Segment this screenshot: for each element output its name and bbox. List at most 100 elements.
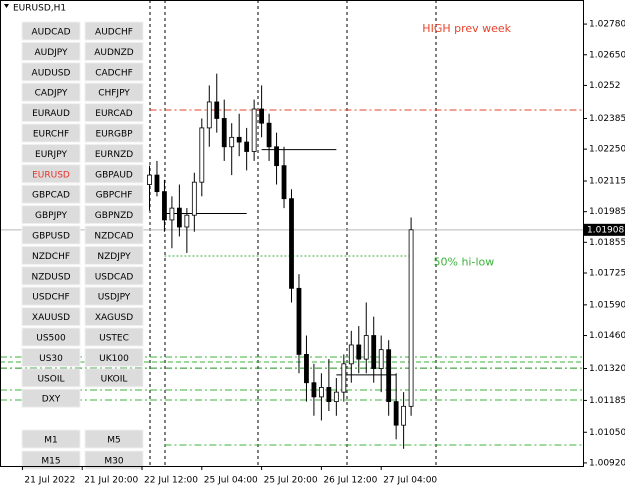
symbol-button[interactable]: GBPJPY: [21, 205, 81, 225]
button-label[interactable]: USDJPY: [98, 293, 131, 303]
symbol-button[interactable]: EURJPY: [21, 143, 81, 163]
button-label[interactable]: EURCAD: [95, 109, 133, 119]
symbol-button[interactable]: XAUUSD: [21, 307, 81, 327]
button-label[interactable]: XAUUSD: [32, 313, 70, 323]
symbol-button[interactable]: USDJPY: [84, 286, 144, 306]
button-label[interactable]: EURGBP: [95, 130, 133, 140]
button-label[interactable]: NZDUSD: [31, 272, 70, 282]
button-label[interactable]: EURNZD: [95, 150, 133, 160]
button-label[interactable]: AUDCHF: [95, 28, 133, 38]
button-face[interactable]: [84, 184, 144, 204]
symbol-button[interactable]: GBPAUD: [84, 164, 144, 184]
symbol-button[interactable]: NZDJPY: [84, 245, 144, 265]
button-face[interactable]: [21, 266, 81, 286]
symbol-button[interactable]: US30: [21, 347, 81, 367]
button-label[interactable]: EURAUD: [32, 109, 70, 119]
button-label[interactable]: CADJPY: [35, 89, 68, 99]
button-face[interactable]: [21, 347, 81, 367]
button-label[interactable]: CADCHF: [95, 68, 133, 78]
button-label[interactable]: GBPCAD: [32, 191, 70, 201]
button-label[interactable]: US30: [39, 354, 63, 364]
symbol-button[interactable]: M1: [21, 429, 81, 449]
symbol-button[interactable]: NZDUSD: [21, 266, 81, 286]
symbol-button[interactable]: CADJPY: [21, 82, 81, 102]
button-label[interactable]: AUDNZD: [94, 48, 134, 58]
button-label[interactable]: AUDUSD: [32, 68, 71, 78]
button-face[interactable]: [84, 123, 144, 143]
button-face[interactable]: [21, 327, 81, 347]
button-label[interactable]: DXY: [42, 395, 61, 405]
button-label[interactable]: EURJPY: [35, 150, 67, 160]
button-face[interactable]: [84, 450, 144, 470]
button-label[interactable]: US500: [36, 334, 66, 344]
button-label[interactable]: NZDJPY: [97, 252, 131, 262]
symbol-button[interactable]: AUDCHF: [84, 21, 144, 41]
button-label[interactable]: EURCHF: [33, 130, 69, 140]
button-label[interactable]: AUDCAD: [31, 28, 70, 38]
button-label[interactable]: USTEC: [99, 334, 129, 344]
button-label[interactable]: GBPUSD: [32, 232, 70, 242]
button-label[interactable]: USDCHF: [32, 293, 69, 303]
symbol-button[interactable]: M30: [84, 450, 144, 470]
button-face[interactable]: [84, 82, 144, 102]
button-face[interactable]: [21, 82, 81, 102]
button-face[interactable]: [21, 245, 81, 265]
button-face[interactable]: [21, 368, 81, 388]
button-label[interactable]: NZDCHF: [32, 252, 70, 262]
button-label[interactable]: GBPJPY: [35, 211, 67, 221]
button-face[interactable]: [84, 347, 144, 367]
symbol-button[interactable]: GBPCHF: [84, 184, 144, 204]
symbol-button[interactable]: AUDCAD: [21, 21, 81, 41]
button-face[interactable]: [21, 103, 81, 123]
button-face[interactable]: [84, 164, 144, 184]
button-face[interactable]: [84, 225, 144, 245]
symbol-button[interactable]: US500: [21, 327, 81, 347]
button-face[interactable]: [21, 388, 81, 408]
button-label[interactable]: EURUSD: [32, 170, 70, 180]
button-face[interactable]: [21, 164, 81, 184]
button-label[interactable]: M5: [107, 436, 121, 446]
button-label[interactable]: UK100: [99, 354, 129, 364]
button-face[interactable]: [84, 286, 144, 306]
symbol-button[interactable]: USDCHF: [21, 286, 81, 306]
symbol-button[interactable]: USDCAD: [84, 266, 144, 286]
symbol-button[interactable]: EURGBP: [84, 123, 144, 143]
button-face[interactable]: [84, 368, 144, 388]
button-face[interactable]: [21, 286, 81, 306]
button-face[interactable]: [84, 41, 144, 61]
button-label[interactable]: M15: [41, 457, 60, 467]
symbol-button[interactable]: USTEC: [84, 327, 144, 347]
symbol-button[interactable]: GBPNZD: [84, 205, 144, 225]
button-face[interactable]: [84, 205, 144, 225]
button-label[interactable]: NZDCAD: [94, 232, 133, 242]
symbol-button[interactable]: NZDCAD: [84, 225, 144, 245]
symbol-button[interactable]: CHFJPY: [84, 82, 144, 102]
button-face[interactable]: [84, 429, 144, 449]
button-label[interactable]: GBPAUD: [95, 170, 133, 180]
button-face[interactable]: [21, 184, 81, 204]
button-face[interactable]: [21, 21, 81, 41]
symbol-button[interactable]: USOIL: [21, 368, 81, 388]
button-face[interactable]: [21, 143, 81, 163]
button-label[interactable]: GBPNZD: [95, 211, 133, 221]
button-face[interactable]: [84, 143, 144, 163]
button-face[interactable]: [21, 450, 81, 470]
symbol-button[interactable]: CADCHF: [84, 62, 144, 82]
symbol-button[interactable]: AUDNZD: [84, 41, 144, 61]
symbol-button[interactable]: AUDJPY: [21, 41, 81, 61]
button-label[interactable]: CHFJPY: [98, 89, 130, 99]
symbol-button[interactable]: M15: [21, 450, 81, 470]
button-face[interactable]: [84, 266, 144, 286]
symbol-button[interactable]: EURCAD: [84, 103, 144, 123]
button-label[interactable]: UKOIL: [101, 374, 128, 384]
button-face[interactable]: [21, 307, 81, 327]
symbol-button[interactable]: EURNZD: [84, 143, 144, 163]
button-face[interactable]: [21, 62, 81, 82]
button-label[interactable]: USDCAD: [95, 272, 134, 282]
button-label[interactable]: M1: [44, 436, 58, 446]
button-face[interactable]: [84, 62, 144, 82]
button-face[interactable]: [21, 429, 81, 449]
symbol-button[interactable]: UKOIL: [84, 368, 144, 388]
button-face[interactable]: [84, 307, 144, 327]
symbol-button[interactable]: EURCHF: [21, 123, 81, 143]
